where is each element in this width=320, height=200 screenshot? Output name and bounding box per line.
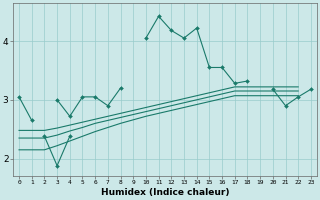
X-axis label: Humidex (Indice chaleur): Humidex (Indice chaleur) [101,188,229,197]
